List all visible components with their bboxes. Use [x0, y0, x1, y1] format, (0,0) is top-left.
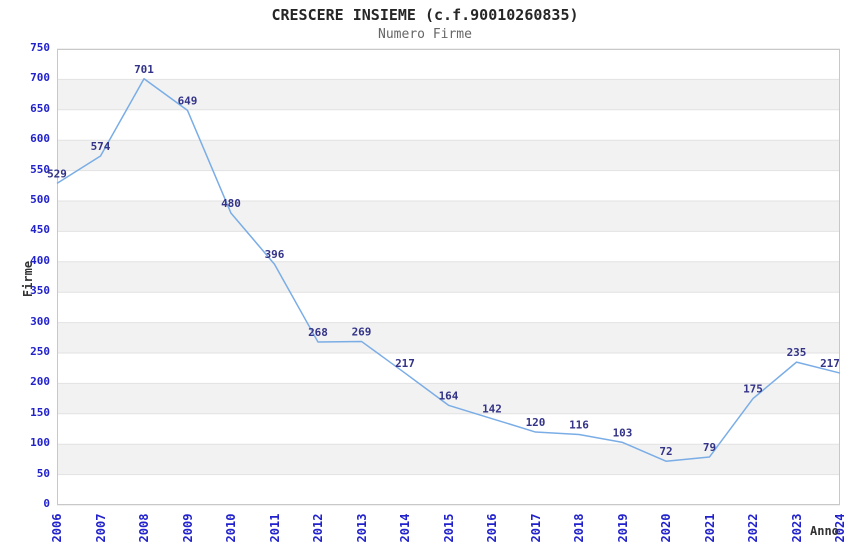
data-point-label: 103 [613, 426, 633, 439]
data-point-label: 701 [134, 63, 154, 76]
y-tick-label: 550 [30, 162, 50, 176]
y-tick-label: 0 [43, 497, 50, 510]
plot-band [57, 353, 840, 384]
x-tick-label: 2015 [441, 513, 456, 543]
plot-band [57, 79, 840, 110]
x-tick-label: 2016 [485, 513, 499, 543]
data-point-label: 142 [482, 403, 502, 416]
y-tick-label: 750 [30, 41, 50, 54]
plot-band [57, 383, 840, 414]
plot-border [57, 49, 840, 505]
x-tick-label: 2006 [50, 513, 64, 543]
chart-title: CRESCERE INSIEME (c.f.90010260835) [271, 6, 579, 24]
data-point-label: 164 [439, 389, 459, 402]
x-tick-label: 2017 [528, 513, 543, 543]
data-point-label: 480 [221, 197, 241, 210]
x-tick-label: 2012 [311, 513, 325, 543]
y-tick-label: 350 [30, 284, 50, 298]
y-tick-label: 300 [30, 314, 50, 328]
x-tick-label: 2022 [746, 513, 760, 543]
data-point-label: 120 [526, 416, 546, 429]
data-point-label: 116 [569, 418, 589, 431]
x-tick-label: 2023 [789, 513, 804, 543]
plot-band [57, 444, 840, 475]
plot-band [57, 474, 840, 505]
data-point-label: 79 [703, 441, 716, 454]
x-tick-label: 2021 [702, 513, 717, 543]
plot-band [57, 201, 840, 232]
plot-band [57, 231, 840, 262]
plot-area: 529 574 701 649 480 396 268 269 217 164 142 120 116 1… [47, 48, 841, 506]
x-tick-label: 2007 [93, 513, 108, 543]
data-point-label: 396 [265, 248, 285, 261]
data-point-label: 235 [787, 346, 807, 359]
x-tick-label: 2014 [398, 513, 412, 543]
plot-band [57, 140, 840, 171]
data-point-label: 649 [178, 94, 198, 107]
y-tick-label: 150 [30, 405, 50, 419]
x-tick-label: 2009 [180, 513, 195, 543]
x-tick-label: 2018 [572, 513, 586, 543]
data-point-label: 72 [659, 445, 672, 458]
plot-band [57, 292, 840, 323]
y-tick-label: 450 [30, 223, 50, 237]
y-tick-label: 200 [30, 375, 50, 389]
x-axis-title: Anno [810, 524, 839, 538]
y-tick-label: 700 [30, 71, 50, 85]
y-tick-label: 400 [30, 253, 50, 267]
y-tick-label: 50 [36, 466, 50, 480]
data-point-label: 269 [352, 325, 372, 338]
x-tick-label: 2020 [659, 513, 673, 543]
plot-band [57, 261, 840, 293]
x-tick-label: 2008 [137, 513, 151, 543]
x-tick-label: 2011 [267, 513, 282, 543]
data-point-label: 217 [820, 357, 840, 370]
plot-band [57, 413, 840, 445]
y-tick-label: 500 [30, 193, 50, 206]
x-tick-label: 2019 [615, 513, 630, 543]
plot-band [57, 170, 840, 201]
x-tick-label: 2013 [354, 513, 369, 543]
y-tick-label: 650 [30, 101, 50, 115]
data-point-label: 529 [47, 167, 67, 180]
chart-subtitle: Numero Firme [378, 27, 472, 42]
y-tick-label: 250 [30, 345, 50, 358]
data-point-label: 217 [395, 357, 415, 370]
plot-band [57, 322, 840, 353]
x-tick-label: 2010 [224, 513, 238, 543]
y-tick-label: 600 [30, 132, 50, 146]
data-point-label: 175 [743, 383, 763, 396]
plot-band [57, 109, 840, 141]
data-point-label: 574 [91, 140, 111, 153]
plot-band [57, 49, 840, 80]
data-line [56, 78, 841, 462]
data-point-label: 268 [308, 326, 328, 339]
y-tick-label: 100 [30, 436, 50, 450]
